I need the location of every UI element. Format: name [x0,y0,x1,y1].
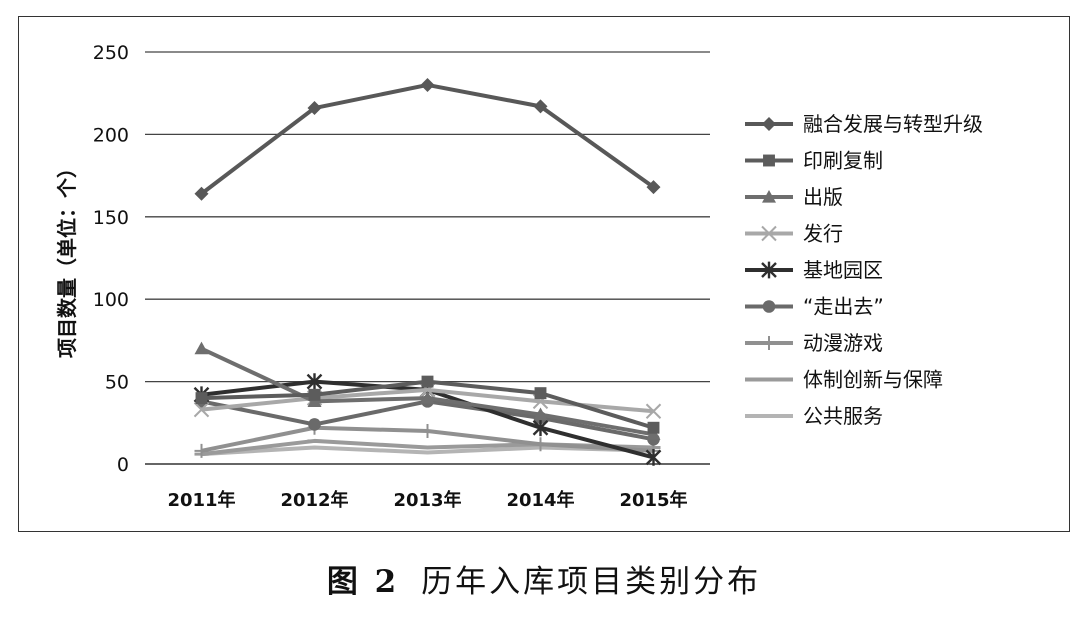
x-tick-label: 2012年 [280,489,348,511]
legend-item: 公共服务 [745,404,883,428]
legend-item: 基地园区 [745,258,883,282]
data-point [533,437,548,452]
series [195,375,660,434]
legend-label: 公共服务 [803,404,883,428]
y-tick-label: 50 [105,372,129,394]
x-tick-label: 2013年 [393,489,461,511]
figure-number: 图 2 [326,564,400,600]
y-axis-label: 项目数量（单位：个） [55,158,79,358]
data-point [194,341,209,355]
y-tick-label: 200 [93,124,129,146]
data-point [420,424,435,439]
x-axis-ticks: 2011年 2012年 2013年 2014年 2015年 [167,489,687,511]
data-point [532,419,549,437]
legend-item: 发行 [745,222,843,246]
legend-label: 动漫游戏 [803,331,883,355]
data-point [646,180,661,195]
legend-item: 出版 [745,185,843,209]
legend-label: 融合发展与转型升级 [803,112,983,136]
data-point [534,387,547,400]
legend-label: 出版 [803,185,843,209]
data-point [307,101,322,116]
data-point [306,373,323,390]
x-tick-label: 2011年 [167,489,235,511]
data-point [194,186,209,201]
data-point [762,300,776,313]
data-point [763,154,775,167]
data-point [420,77,435,92]
series [201,445,654,457]
y-tick-label: 250 [93,42,129,64]
data-point [308,418,321,431]
y-axis-ticks: 0 50 100 150 200 250 [93,42,129,476]
line-chart: 0 50 100 150 200 250 2011年 2012年 2013年 2014年 2015… [55,42,983,511]
data-point [308,388,321,401]
data-point [421,375,434,388]
series-group [193,77,662,466]
chart-frame [18,16,1070,532]
data-point [761,261,777,279]
data-point [761,225,777,242]
y-tick-label: 0 [117,454,129,476]
legend-label: 发行 [803,222,843,246]
data-point [194,443,209,458]
data-point [762,190,776,203]
legend-label: 体制创新与保障 [803,368,943,392]
x-tick-label: 2014年 [506,489,574,511]
data-point [533,407,548,421]
figure-caption: 图 2 历年入库项目类别分布 [0,556,1088,601]
y-tick-label: 100 [93,289,129,311]
series [194,77,661,201]
legend-item: “走出去” [745,295,884,319]
legend-label: 基地园区 [803,258,883,282]
data-point [647,421,660,434]
series-line [201,445,654,457]
data-point [645,403,662,419]
gridlines [145,51,710,465]
data-point [645,449,662,466]
legend-item: 印刷复制 [745,149,883,173]
data-point [420,391,435,404]
data-point [195,392,208,405]
legend-item: 融合发展与转型升级 [745,112,983,136]
figure-caption-text: 历年入库项目类别分布 [421,564,762,600]
data-point [762,336,776,350]
x-tick-label: 2015年 [619,489,687,511]
y-tick-label: 150 [93,207,129,229]
legend-item: 动漫游戏 [745,331,883,355]
legend-label: “走出去” [803,295,884,319]
data-point [533,99,548,114]
legend-item: 体制创新与保障 [745,368,943,392]
legend-label: 印刷复制 [803,149,883,173]
data-point [762,117,776,131]
series-line [200,82,655,196]
data-point [193,401,210,418]
